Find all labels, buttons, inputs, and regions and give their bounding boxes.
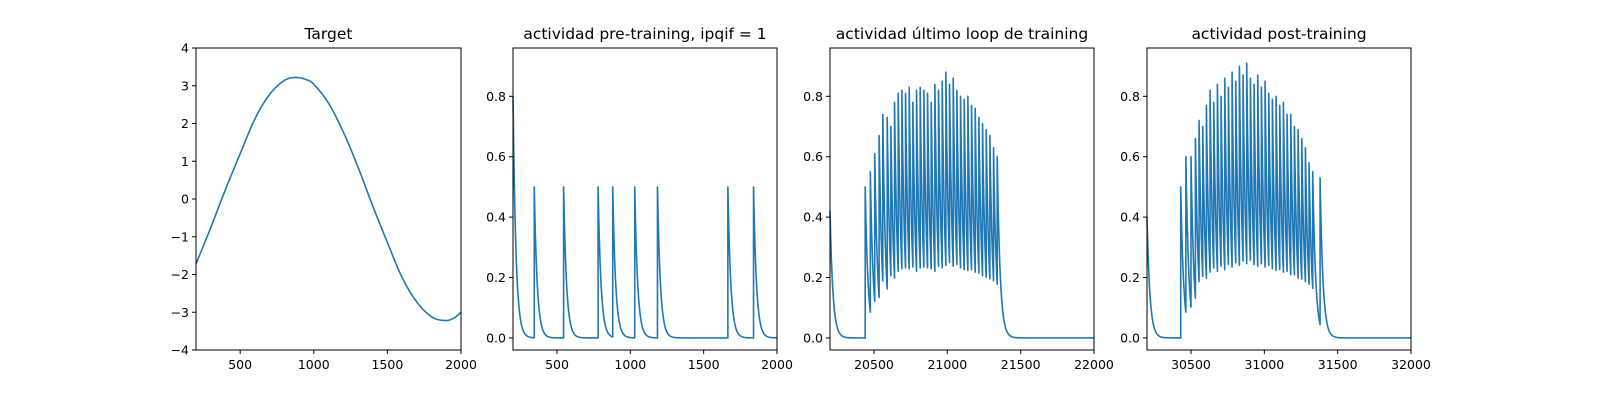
panel-pre-training: actividad pre-training, ipqif = 1 500 100… bbox=[486, 25, 793, 372]
x-tick-label: 20500 bbox=[854, 357, 894, 372]
y-tick-label: 0.8 bbox=[1120, 89, 1140, 104]
axes-frame bbox=[1146, 47, 1412, 351]
x-tick-label: 500 bbox=[545, 357, 569, 372]
x-tick-label: 1500 bbox=[371, 357, 403, 372]
y-tick-label: 0.0 bbox=[1120, 330, 1140, 345]
x-axis: 500 1000 1500 2000 bbox=[228, 350, 477, 372]
y-tick-label: 0 bbox=[181, 192, 189, 207]
y-tick-label: 0.4 bbox=[803, 210, 823, 225]
x-tick-label: 2000 bbox=[445, 357, 477, 372]
x-axis: 30500 31000 31500 32000 bbox=[1171, 350, 1431, 372]
x-tick-label: 1000 bbox=[298, 357, 330, 372]
x-tick-label: 30500 bbox=[1171, 357, 1211, 372]
axes-frame bbox=[195, 47, 462, 351]
plot-area bbox=[829, 71, 1095, 339]
x-tick-label: 1000 bbox=[614, 357, 646, 372]
y-tick-label: −2 bbox=[171, 267, 189, 282]
y-tick-label: 0.6 bbox=[486, 149, 506, 164]
y-axis: 0.0 0.2 0.4 0.6 0.8 bbox=[803, 89, 830, 345]
y-tick-label: 0.0 bbox=[486, 330, 506, 345]
x-tick-label: 2000 bbox=[761, 357, 793, 372]
y-tick-label: −1 bbox=[171, 229, 189, 244]
y-tick-label: 1 bbox=[181, 154, 189, 169]
panel-title: actividad pre-training, ipqif = 1 bbox=[523, 25, 766, 43]
series-line bbox=[195, 76, 462, 322]
y-tick-label: 0.8 bbox=[803, 89, 823, 104]
x-tick-label: 32000 bbox=[1391, 357, 1431, 372]
x-tick-label: 500 bbox=[228, 357, 252, 372]
y-tick-label: 0.2 bbox=[803, 270, 823, 285]
y-axis: −4 −3 −2 −1 0 1 2 3 4 bbox=[171, 41, 196, 358]
y-tick-label: −4 bbox=[171, 343, 189, 358]
y-tick-label: 0.2 bbox=[1120, 270, 1140, 285]
x-tick-label: 21500 bbox=[1001, 357, 1041, 372]
y-tick-label: 0.6 bbox=[803, 149, 823, 164]
y-tick-label: 0.4 bbox=[486, 210, 506, 225]
y-tick-label: 0.6 bbox=[1120, 149, 1140, 164]
y-tick-label: 2 bbox=[181, 116, 189, 131]
series-line bbox=[1146, 62, 1412, 339]
y-tick-label: 0.4 bbox=[1120, 210, 1140, 225]
panel-title: actividad último loop de training bbox=[836, 25, 1088, 43]
series-line bbox=[829, 71, 1095, 339]
y-tick-label: 0.8 bbox=[486, 89, 506, 104]
y-axis: 0.0 0.2 0.4 0.6 0.8 bbox=[1120, 89, 1147, 345]
x-tick-label: 21000 bbox=[927, 357, 967, 372]
x-tick-label: 22000 bbox=[1074, 357, 1114, 372]
panel-title: Target bbox=[304, 25, 353, 43]
panel-post-training: actividad post-training 30500 31000 31500 3… bbox=[1120, 25, 1431, 372]
y-tick-label: 3 bbox=[181, 78, 189, 93]
x-tick-label: 31000 bbox=[1244, 357, 1284, 372]
plot-area bbox=[195, 76, 462, 322]
panel-target: Target 500 1000 1500 2000 −4 −3 −2 −1 0 1 2 3 4 bbox=[171, 25, 477, 372]
panel-title: actividad post-training bbox=[1191, 25, 1366, 43]
y-tick-label: 4 bbox=[181, 41, 189, 56]
panel-last-training-loop: actividad último loop de training 20500 2… bbox=[803, 25, 1114, 372]
axes-frame bbox=[829, 47, 1095, 351]
y-tick-label: −3 bbox=[171, 305, 189, 320]
plot-area bbox=[512, 96, 778, 339]
y-tick-label: 0.0 bbox=[803, 330, 823, 345]
series-line bbox=[512, 96, 778, 339]
y-axis: 0.0 0.2 0.4 0.6 0.8 bbox=[486, 89, 513, 345]
y-tick-label: 0.2 bbox=[486, 270, 506, 285]
x-tick-label: 1500 bbox=[688, 357, 720, 372]
axes-frame bbox=[512, 47, 778, 351]
x-tick-label: 31500 bbox=[1318, 357, 1358, 372]
x-axis: 500 1000 1500 2000 bbox=[545, 350, 793, 372]
plot-area bbox=[1146, 62, 1412, 339]
x-axis: 20500 21000 21500 22000 bbox=[854, 350, 1114, 372]
